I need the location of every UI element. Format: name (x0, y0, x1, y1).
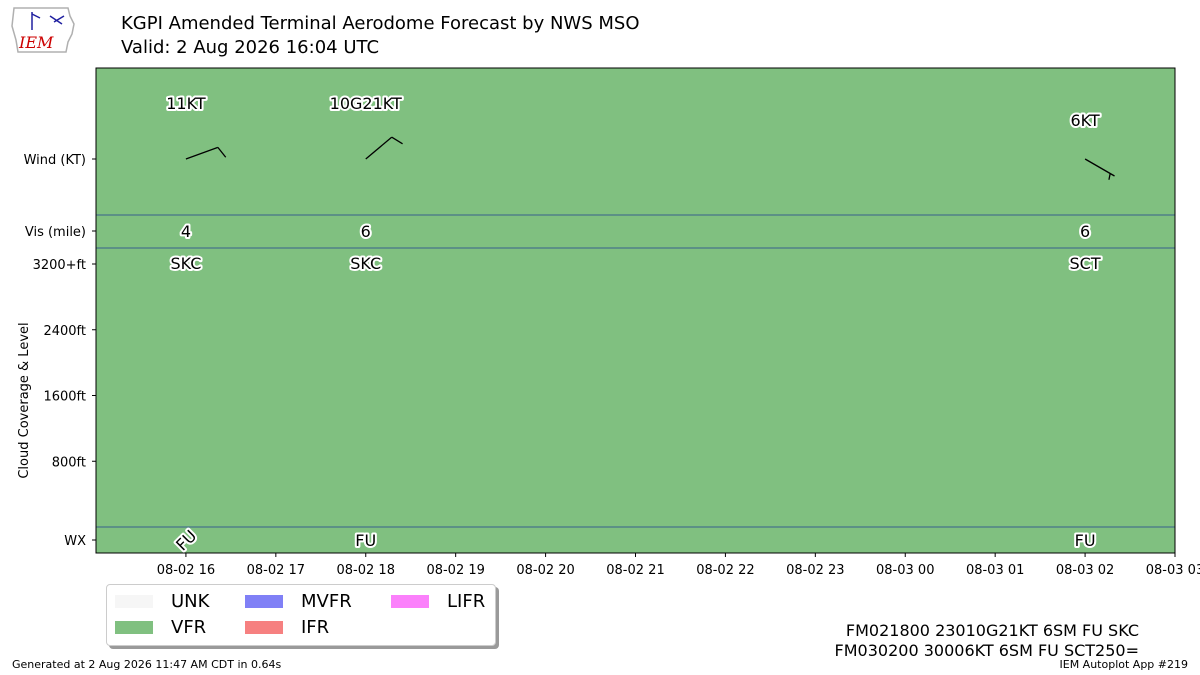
legend-item: VFR (115, 617, 206, 638)
cloud-axis-label: Cloud Coverage & Level (17, 322, 32, 478)
xtick-label: 08-02 22 (696, 563, 754, 578)
xtick-label: 08-03 02 (1056, 563, 1114, 578)
iem-logo: IEM (11, 7, 75, 53)
wind-barb-feather (391, 136, 403, 145)
sky-cover-label: SKC (350, 254, 381, 273)
iem-logo-text: IEM (18, 33, 54, 52)
legend-item: LIFR (391, 591, 485, 612)
legend-swatch (115, 621, 153, 634)
app-footer: IEM Autoplot App #219 (1059, 658, 1189, 671)
ylabel-wx: WX (64, 534, 86, 549)
xtick-label: 08-02 23 (786, 563, 844, 578)
xtick-label: 08-02 16 (157, 563, 215, 578)
wind-barb-feather (217, 146, 227, 158)
wind-barb-half-feather (1108, 173, 1111, 180)
legend-swatch (245, 595, 283, 608)
legend-label: VFR (171, 617, 207, 638)
legend-swatch (391, 595, 429, 608)
legend-label: IFR (301, 617, 330, 638)
visibility-label: 6 (1080, 222, 1090, 241)
xtick-label: 08-02 19 (426, 563, 484, 578)
chart-title: KGPI Amended Terminal Aerodome Forecast … (121, 13, 640, 34)
xtick-label: 08-03 01 (966, 563, 1024, 578)
legend-label: MVFR (301, 591, 352, 612)
wind-barb-shaft (365, 136, 393, 160)
ylabel-vis: Vis (mile) (25, 225, 86, 240)
ylabel-cloud-level: 800ft (52, 455, 86, 470)
legend-item: UNK (115, 591, 209, 612)
wind-barb (185, 146, 227, 160)
legend-label: UNK (171, 591, 210, 612)
wind-barb (1084, 158, 1115, 180)
category-fill (96, 68, 1175, 553)
xtick-label: 08-02 21 (606, 563, 664, 578)
raw-taf-line-2: FM030200 30006KT 6SM FU SCT250= (834, 641, 1139, 660)
wind-label: 11KT (166, 94, 206, 113)
wind-barb (365, 136, 403, 160)
weather-label: FU (355, 531, 376, 550)
generated-footer: Generated at 2 Aug 2026 11:47 AM CDT in … (12, 658, 282, 671)
sky-cover-label: SCT (1070, 254, 1101, 273)
xtick-label: 08-03 03 (1146, 563, 1200, 578)
ylabel-cloud-level: 3200+ft (33, 258, 86, 273)
legend-item: MVFR (245, 591, 352, 612)
wind-label: 6KT (1070, 111, 1099, 130)
wind-barb-shaft (1084, 158, 1115, 177)
visibility-label: 4 (181, 222, 191, 241)
xtick-label: 08-02 18 (337, 563, 395, 578)
weather-label: FU (1075, 531, 1096, 550)
visibility-label: 6 (361, 222, 371, 241)
legend-label: LIFR (447, 591, 486, 612)
chart-subtitle: Valid: 2 Aug 2026 16:04 UTC (121, 37, 380, 58)
ylabel-cloud-level: 2400ft (43, 324, 86, 339)
xtick-label: 08-02 20 (516, 563, 574, 578)
wind-label: 10G21KT (330, 94, 402, 113)
legend-swatch (115, 595, 153, 608)
wind-barb-shaft (185, 146, 219, 160)
ylabel-wind: Wind (KT) (24, 153, 86, 168)
raw-taf-line-1: FM021800 23010G21KT 6SM FU SKC (845, 621, 1139, 640)
flight-category-legend: UNK MVFR LIFR VFR IFR (106, 584, 496, 646)
legend-item: IFR (245, 617, 329, 638)
xtick-label: 08-02 17 (247, 563, 305, 578)
sky-cover-label: SKC (170, 254, 201, 273)
ylabel-cloud-level: 1600ft (43, 390, 86, 405)
legend-swatch (245, 621, 283, 634)
xtick-label: 08-03 00 (876, 563, 934, 578)
